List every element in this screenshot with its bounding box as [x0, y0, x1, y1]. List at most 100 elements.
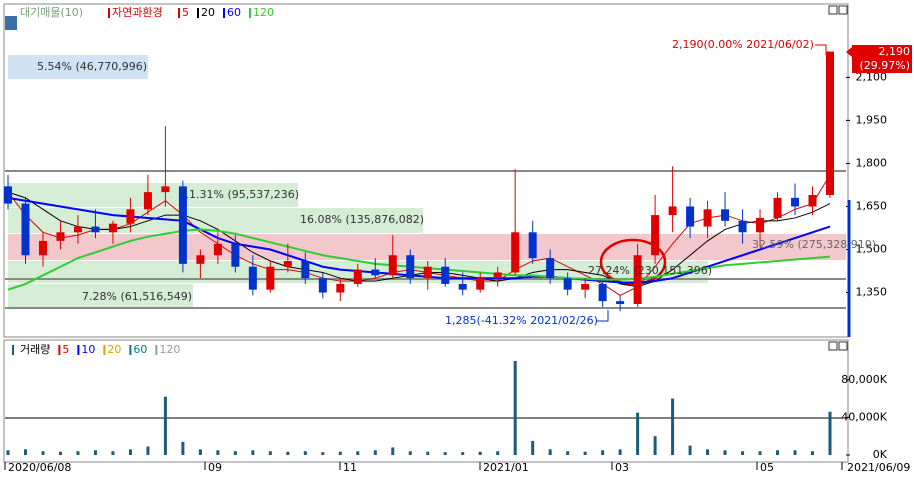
volume-bar: [408, 451, 412, 455]
current-price-box: [852, 45, 912, 73]
candle-body: [493, 272, 502, 279]
volume-bar: [41, 451, 45, 455]
volume-bar: [111, 451, 115, 455]
legend-swatch: [223, 8, 225, 18]
volume-bar: [811, 451, 815, 455]
candle-body: [21, 203, 30, 256]
candle-body: [388, 255, 397, 276]
candle-body: [248, 266, 257, 290]
candle-body: [633, 255, 642, 305]
candle-body: [178, 186, 187, 264]
y-tick-label: 80,000K: [841, 373, 887, 386]
price-panel: [3, 3, 849, 338]
candle-body: [668, 206, 677, 216]
candle-body: [511, 232, 520, 273]
window-button[interactable]: [838, 341, 848, 351]
candle-body: [826, 51, 834, 195]
volume-bar: [618, 449, 622, 455]
legend-entry: 10: [81, 343, 95, 356]
candle-body: [196, 255, 205, 264]
band: [8, 55, 148, 79]
volume-bar: [776, 450, 780, 455]
volume-bar: [6, 450, 10, 455]
candle-body: [598, 283, 607, 302]
legend-entry: 20: [107, 343, 121, 356]
volume-bar: [793, 450, 797, 455]
volume-bar: [286, 451, 290, 455]
volume-bar: [601, 450, 605, 455]
ma-line: [7, 191, 831, 288]
candle-body: [143, 192, 152, 210]
band: [8, 234, 846, 260]
band: [8, 183, 298, 207]
candle-body: [721, 209, 730, 221]
y-tick-label: 0K: [873, 448, 888, 461]
volume-bar: [391, 447, 395, 455]
candle-body: [371, 269, 380, 276]
volume-bar: [513, 361, 517, 455]
volume-bar: [181, 441, 185, 455]
legend-swatch: [77, 345, 80, 355]
candle-body: [318, 278, 327, 293]
volume-bar: [216, 450, 220, 455]
candle-body: [38, 240, 47, 256]
y-tick-label: 1,500: [856, 243, 888, 256]
volume-bar: [76, 451, 80, 455]
legend-entry: 20: [201, 6, 215, 19]
volume-bar: [531, 440, 535, 455]
volume-bar: [268, 451, 272, 455]
y-tick-label: 1,350: [856, 286, 888, 299]
candle-body: [808, 194, 817, 207]
legend-swatch: [178, 8, 180, 18]
annotation: 27.24% (230,151,396): [588, 264, 712, 277]
candle-body: [651, 215, 660, 256]
candle-body: [423, 266, 432, 279]
overlay-label: 대기매물(10): [20, 6, 83, 19]
candle-body: [616, 301, 625, 305]
x-tick-label: 09: [208, 461, 222, 474]
annotation-arrow: [815, 44, 827, 55]
window-button[interactable]: [828, 341, 838, 351]
candle-body: [231, 243, 240, 267]
volume-bar: [373, 450, 377, 455]
candle-body: [73, 226, 82, 233]
volume-bar: [338, 451, 342, 455]
candle-body: [458, 283, 467, 290]
candle-body: [441, 266, 450, 284]
volume-bar: [653, 436, 657, 455]
window-button[interactable]: [828, 5, 838, 15]
volume-bar: [233, 451, 237, 455]
legend-entry: 60: [227, 6, 241, 19]
candle-body: [91, 226, 100, 233]
y-tick-label: 1,800: [856, 156, 888, 169]
current-change: (29.97%): [859, 59, 910, 72]
volume-bar: [198, 449, 202, 455]
volume-bar: [58, 451, 62, 455]
candle-body: [686, 206, 695, 227]
annotation: 1,285(-41.32% 2021/02/26): [445, 314, 598, 327]
volume-bar: [828, 411, 832, 455]
volume-bar: [146, 446, 150, 455]
candle-body: [283, 260, 292, 267]
candle-body: [738, 220, 747, 233]
y-tick-label: 1,950: [856, 113, 888, 126]
legend-swatch: [197, 8, 199, 18]
y-tick-label: 40,000K: [841, 410, 887, 423]
legend-entry: 120: [253, 6, 274, 19]
candle-body: [353, 269, 362, 284]
annotation: 2,190(0.00% 2021/06/02): [672, 38, 814, 51]
x-tick-label: 2021/01: [483, 461, 529, 474]
volume-bar: [478, 451, 482, 455]
volume-bar: [443, 452, 447, 455]
volume-panel: [3, 339, 849, 463]
annotation: 32.59% (275,328,910): [752, 238, 876, 251]
volume-bar: [583, 451, 587, 455]
window-button[interactable]: [838, 5, 848, 15]
volume-bar: [251, 450, 255, 455]
legend-swatch: [103, 345, 106, 355]
candle-body: [126, 209, 135, 224]
candle-body: [4, 186, 12, 204]
volume-bar: [163, 396, 167, 455]
candle-body: [563, 278, 572, 290]
